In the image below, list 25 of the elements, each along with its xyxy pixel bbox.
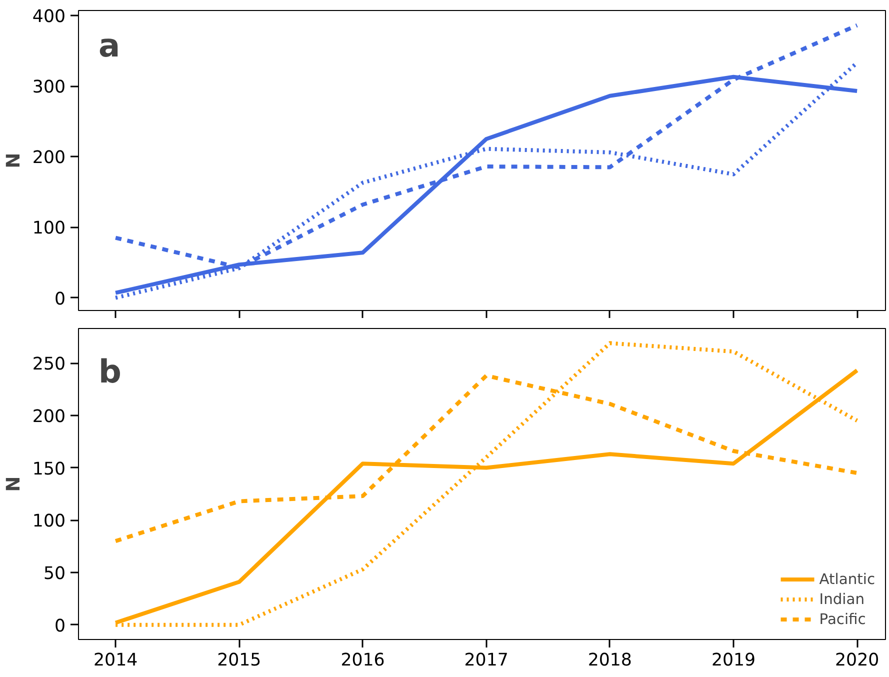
y-tick-label: 300 [32,78,66,98]
y-tick-label: 150 [32,459,66,480]
y-tick-label: 100 [32,218,66,239]
y-tick-label: 0 [54,616,66,636]
x-tick-label: 2017 [464,650,508,670]
y-axis-title: N [3,152,24,168]
x-tick-label: 2020 [835,650,880,670]
y-tick-label: 50 [43,564,66,584]
y-tick-label: 100 [32,512,66,532]
x-tick-label: 2016 [340,650,385,670]
legend-label: Indian [819,590,865,608]
y-tick-label: 200 [32,406,66,427]
annotation: a [98,26,120,64]
legend-label: Pacific [819,610,866,628]
y-axis-title: N [3,476,24,492]
legend-label: Atlantic [819,570,875,588]
x-tick-label: 2019 [711,650,756,670]
annotation: b [98,352,122,390]
y-tick-label: 0 [54,289,66,310]
x-tick-label: 2015 [217,650,262,670]
x-tick-label: 2014 [94,650,138,670]
y-tick-label: 200 [32,148,66,168]
y-tick-label: 400 [32,6,66,27]
x-tick-label: 2018 [588,650,632,670]
y-tick-label: 250 [32,354,66,375]
